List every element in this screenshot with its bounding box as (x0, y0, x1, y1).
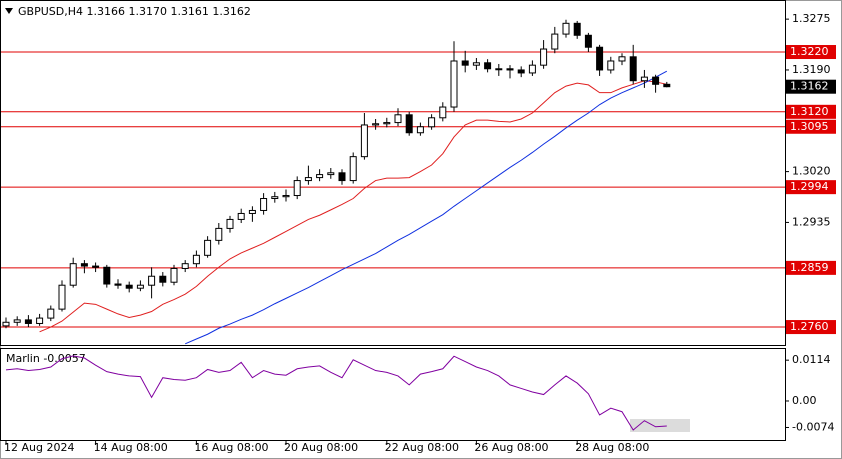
candle-body (394, 114, 402, 124)
indicator-highlight (630, 419, 690, 432)
candle-body (551, 33, 559, 50)
indicator-title: Marlin -0.0057 (6, 352, 86, 365)
symbol-header: GBPUSD,H4 1.3166 1.3170 1.3161 1.3162 (18, 5, 251, 18)
candle-body (47, 308, 55, 319)
candle-body (472, 62, 480, 66)
level-label: 1.3095 (790, 120, 829, 133)
level-label: 1.2760 (790, 320, 829, 333)
candle-body (248, 209, 256, 214)
candle-body (506, 68, 514, 71)
candle-body (528, 64, 536, 74)
candle-body (237, 212, 245, 220)
candle-body (159, 275, 167, 283)
x-tick-label: 26 Aug 08:00 (474, 441, 548, 454)
candle-body (204, 239, 212, 256)
y-tick-label: 1.3190 (792, 63, 831, 76)
x-tick-label: 16 Aug 08:00 (194, 441, 268, 454)
candle-body (372, 123, 380, 126)
candle-body (663, 83, 671, 88)
candle-body (584, 34, 592, 48)
candle-body (215, 227, 223, 241)
level-tag (786, 104, 836, 119)
candle-body (495, 68, 503, 71)
candle-body (170, 267, 178, 283)
candle-body (416, 126, 424, 134)
candle-body (226, 218, 234, 229)
x-tick-label: 20 Aug 08:00 (284, 441, 358, 454)
level-tag (786, 180, 836, 195)
x-tick-label: 22 Aug 08:00 (385, 441, 459, 454)
y-tick-label: 0.00 (792, 394, 817, 407)
candle-body (629, 56, 637, 82)
candle-body (428, 117, 436, 128)
y-tick-label: 1.2935 (792, 215, 831, 228)
candle-body (461, 60, 469, 66)
candle-body (304, 177, 312, 182)
menu-arrow[interactable] (5, 8, 13, 14)
candle-body (607, 60, 615, 71)
level-tag (786, 320, 836, 335)
candle-body (271, 196, 279, 200)
x-tick-label: 12 Aug 2024 (4, 441, 74, 454)
candle-body (517, 69, 525, 74)
candle-body (316, 174, 324, 179)
candle-body (260, 198, 268, 211)
moving-average (185, 70, 668, 345)
y-tick-label: 1.3020 (792, 165, 831, 178)
level-tag (786, 260, 836, 275)
candle-body (640, 76, 648, 82)
candle-body (2, 321, 10, 327)
candle-body (327, 172, 335, 176)
candle-body (192, 254, 200, 265)
y-tick-label: 0.0114 (792, 353, 831, 366)
y-tick-label: 1.3275 (792, 12, 831, 25)
moving-average (39, 80, 667, 333)
candle-body (596, 46, 604, 71)
candle-body (69, 263, 77, 286)
candle-body (282, 195, 290, 198)
last-price-label: 1.3162 (790, 80, 829, 93)
candle-body (103, 266, 111, 285)
main-panel (0, 0, 786, 346)
y-tick-label: -0.0074 (792, 420, 834, 433)
candle-body (349, 156, 357, 182)
candle-body (36, 317, 44, 324)
indicator-line (5, 355, 667, 431)
candle-body (92, 265, 100, 268)
level-label: 1.2994 (790, 180, 829, 193)
x-tick-label: 28 Aug 08:00 (575, 441, 649, 454)
candle-body (293, 180, 301, 197)
candle-body (405, 114, 413, 134)
candle-body (58, 284, 66, 310)
indicator-panel (0, 348, 786, 441)
candle-body (383, 122, 391, 125)
candle-body (360, 124, 368, 158)
candle-body (540, 48, 548, 66)
candle-body (13, 319, 21, 323)
candle-body (136, 284, 144, 289)
candle-body (484, 62, 492, 70)
last-price-tag (786, 79, 836, 94)
candle-body (618, 56, 626, 62)
candle-body (24, 319, 32, 324)
candle-body (652, 76, 660, 85)
candle-body (439, 106, 447, 119)
level-tag (786, 45, 836, 60)
candle-body (181, 263, 189, 269)
x-tick-label: 14 Aug 08:00 (94, 441, 168, 454)
candle-body (148, 275, 156, 286)
level-tag (786, 119, 836, 134)
candle-body (450, 60, 458, 108)
level-label: 1.3120 (790, 105, 829, 118)
candle-body (338, 172, 346, 182)
candle-body (562, 22, 570, 35)
candle-body (114, 283, 122, 286)
candle-body (125, 284, 133, 289)
candle-body (573, 22, 581, 36)
level-label: 1.3220 (790, 45, 829, 58)
level-label: 1.2859 (790, 261, 829, 274)
candle-body (80, 263, 88, 267)
